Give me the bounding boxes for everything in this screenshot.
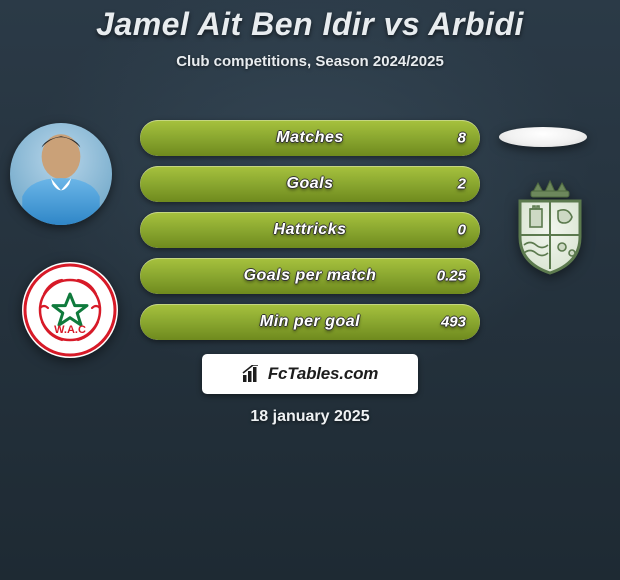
stat-label: Goals per match <box>244 267 377 285</box>
stat-row-goals-per-match: Goals per match 0.25 <box>140 258 480 294</box>
stat-row-min-per-goal: Min per goal 493 <box>140 304 480 340</box>
player2-avatar <box>499 127 587 147</box>
player1-club-badge: W.A.C <box>20 260 120 360</box>
svg-text:W.A.C: W.A.C <box>54 324 86 336</box>
stat-row-hattricks: Hattricks 0 <box>140 212 480 248</box>
stat-label: Matches <box>276 129 344 147</box>
stats-container: Matches 8 Goals 2 Hattricks 0 Goals per … <box>140 120 480 350</box>
wydad-ac-badge-icon: W.A.C <box>20 260 120 360</box>
player2-club-badge <box>500 177 600 277</box>
brand-text: FcTables.com <box>268 364 378 384</box>
stat-right-value: 493 <box>441 314 466 331</box>
green-crest-badge-icon <box>500 177 600 277</box>
stat-right-value: 0 <box>458 222 466 239</box>
stat-label: Hattricks <box>274 221 347 239</box>
stat-right-value: 8 <box>458 130 466 147</box>
page-subtitle: Club competitions, Season 2024/2025 <box>0 53 620 70</box>
stat-row-matches: Matches 8 <box>140 120 480 156</box>
footer-date: 18 january 2025 <box>250 408 369 426</box>
bar-chart-icon <box>242 365 262 383</box>
brand-box: FcTables.com <box>202 354 418 394</box>
stat-right-value: 0.25 <box>437 268 466 285</box>
player1-avatar <box>10 123 112 225</box>
stat-label: Min per goal <box>260 313 360 331</box>
stat-row-goals: Goals 2 <box>140 166 480 202</box>
stat-label: Goals <box>287 175 334 193</box>
stat-right-value: 2 <box>458 176 466 193</box>
player-photo-icon <box>10 123 112 225</box>
page-title: Jamel Ait Ben Idir vs Arbidi <box>0 0 620 43</box>
